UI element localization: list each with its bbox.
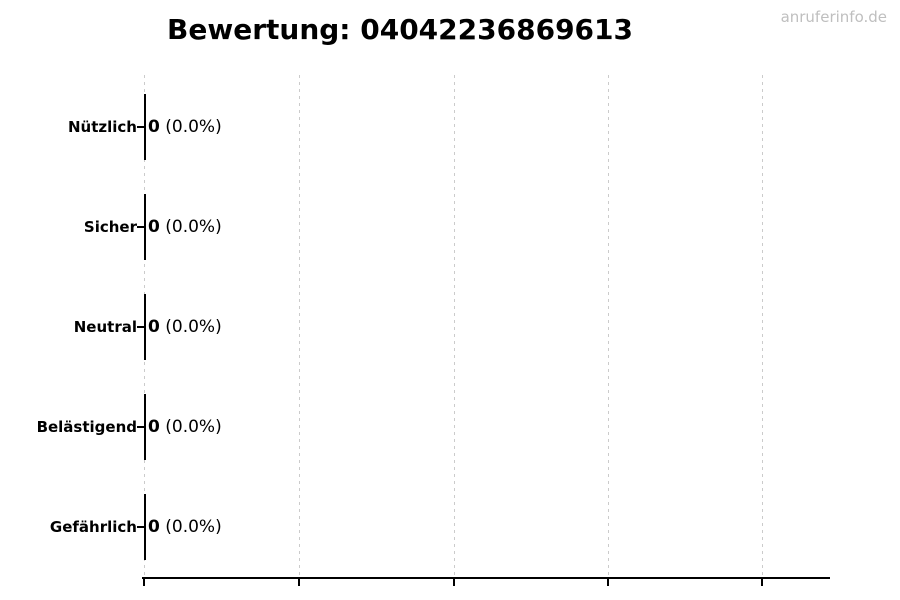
chart-title: Bewertung: 04042236869613 [167,13,633,46]
value-label: 0 (0.0%) [148,217,222,237]
bar-row: Belästigend 0 (0.0%) [0,392,900,462]
value-label: 0 (0.0%) [148,417,222,437]
value-percent: (0.0%) [165,117,222,137]
category-label: Belästigend [36,418,137,436]
x-axis-tick [143,579,145,586]
value-percent: (0.0%) [165,417,222,437]
value-label: 0 (0.0%) [148,517,222,537]
y-axis-tick [137,426,144,428]
zero-width-bar [144,394,146,460]
zero-width-bar [144,294,146,360]
zero-width-bar [144,494,146,560]
watermark: anruferinfo.de [780,8,887,26]
value-count: 0 [148,117,160,137]
category-label: Sicher [83,218,137,236]
value-percent: (0.0%) [165,217,222,237]
x-axis-tick [453,579,455,586]
gridline-vertical [454,75,455,578]
x-axis-tick [607,579,609,586]
x-axis-tick [761,579,763,586]
bar-row: Neutral 0 (0.0%) [0,292,900,362]
value-percent: (0.0%) [165,517,222,537]
bar-row: Nützlich 0 (0.0%) [0,92,900,162]
y-axis-tick [137,226,144,228]
zero-width-bar [144,194,146,260]
value-count: 0 [148,217,160,237]
value-count: 0 [148,517,160,537]
y-axis-tick [137,326,144,328]
value-label: 0 (0.0%) [148,117,222,137]
bar-row: Gefährlich 0 (0.0%) [0,492,900,562]
y-axis-tick [137,126,144,128]
category-label: Gefährlich [49,518,137,536]
y-axis-tick [137,526,144,528]
value-count: 0 [148,417,160,437]
value-label: 0 (0.0%) [148,317,222,337]
category-label: Nützlich [68,118,137,136]
x-axis-line [142,577,830,579]
gridline-vertical [608,75,609,578]
x-axis-tick [298,579,300,586]
value-percent: (0.0%) [165,317,222,337]
category-label: Neutral [73,318,137,336]
gridline-vertical [762,75,763,578]
bar-row: Sicher 0 (0.0%) [0,192,900,262]
value-count: 0 [148,317,160,337]
gridline-vertical [299,75,300,578]
zero-width-bar [144,94,146,160]
